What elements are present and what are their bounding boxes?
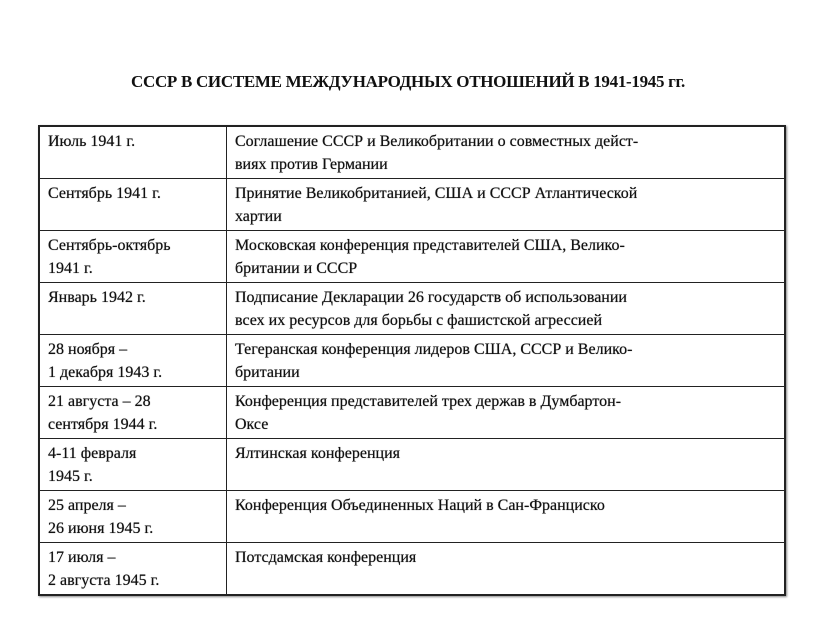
table-row: Июль 1941 г. Соглашение СССР и Великобрит… <box>38 125 786 179</box>
date-cell: 17 июля – 2 августа 1945 г. <box>38 542 227 596</box>
table-row: 21 августа – 28 сентября 1944 г. Конферен… <box>38 386 786 439</box>
date-cell: Сентябрь 1941 г. <box>38 178 227 231</box>
event-cell: Ялтинская конференция <box>226 438 786 491</box>
date-cell: 25 апреля – 26 июня 1945 г. <box>38 490 227 543</box>
event-cell: Потсдамская конференция <box>226 542 786 596</box>
table-row: 28 ноября – 1 декабря 1943 г. Тегеранская… <box>38 334 786 387</box>
date-cell: 28 ноября – 1 декабря 1943 г. <box>38 334 227 387</box>
event-cell: Московская конференция представителей СШ… <box>226 230 786 283</box>
table-row: 4-11 февраля 1945 г. Ялтинская конференци… <box>38 438 786 491</box>
events-table: Июль 1941 г. Соглашение СССР и Великобрит… <box>38 125 786 596</box>
date-cell: 21 августа – 28 сентября 1944 г. <box>38 386 227 439</box>
table-row: Сентябрь-октябрь 1941 г. Московская конфе… <box>38 230 786 283</box>
event-cell: Конференция представителей трех держав в… <box>226 386 786 439</box>
page-title: СССР В СИСТЕМЕ МЕЖДУНАРОДНЫХ ОТНОШЕНИЙ В… <box>130 72 686 91</box>
date-cell: Июль 1941 г. <box>38 125 227 179</box>
date-cell: Сентябрь-октябрь 1941 г. <box>38 230 227 283</box>
event-cell: Подписание Декларации 26 государств об и… <box>226 282 786 335</box>
event-cell: Конференция Объединенных Наций в Сан-Фра… <box>226 490 786 543</box>
event-cell: Соглашение СССР и Великобритании о совме… <box>226 125 786 179</box>
date-cell: Январь 1942 г. <box>38 282 227 335</box>
date-cell: 4-11 февраля 1945 г. <box>38 438 227 491</box>
event-cell: Тегеранская конференция лидеров США, ССС… <box>226 334 786 387</box>
table-row: 17 июля – 2 августа 1945 г. Потсдамская к… <box>38 542 786 596</box>
table-row: 25 апреля – 26 июня 1945 г. Конференция О… <box>38 490 786 543</box>
table-row: Сентябрь 1941 г. Принятие Великобританией… <box>38 178 786 231</box>
event-cell: Принятие Великобританией, США и СССР Атл… <box>226 178 786 231</box>
table-row: Январь 1942 г. Подписание Декларации 26 г… <box>38 282 786 335</box>
